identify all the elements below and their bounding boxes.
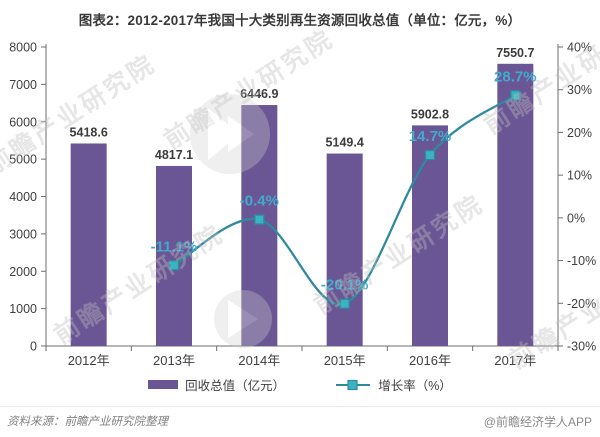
left-axis-tick-label: 6000: [9, 115, 37, 129]
growth-value-label: -20.1%: [321, 277, 369, 294]
growth-marker-2016年: [424, 149, 436, 161]
right-axis-tick-label: 20%: [567, 126, 592, 140]
right-axis-tick-label: 40%: [567, 41, 592, 55]
bar-value-label: 5418.6: [70, 125, 108, 139]
bar-value-label: 5149.4: [326, 136, 364, 150]
app-credit: @前瞻经济学人APP: [483, 415, 592, 429]
category-label: 2014年: [238, 353, 280, 368]
left-axis-tick-label: 8000: [9, 41, 37, 55]
data-source: 资料来源：前瞻产业研究院整理: [7, 416, 168, 428]
bar-2015年: [326, 153, 363, 346]
chart-title: 图表2：2012-2017年我国十大类别再生资源回收总值（单位：亿元，%）: [78, 13, 522, 28]
right-axis-tick-label: -30%: [567, 340, 596, 354]
growth-value-label: -11.1%: [151, 238, 198, 255]
left-axis-tick-label: 1000: [9, 302, 37, 316]
bar-2017年: [497, 63, 534, 346]
legend-bar-label: 回收总值（亿元）: [185, 379, 286, 393]
category-label: 2015年: [324, 353, 366, 368]
footer-divider: [0, 406, 600, 407]
left-axis-tick-label: 0: [30, 340, 37, 354]
growth-value-label: -0.4%: [240, 193, 279, 210]
category-label: 2012年: [68, 353, 110, 368]
growth-marker-2014年: [254, 214, 265, 225]
left-axis-tick-label: 3000: [9, 227, 37, 241]
right-axis-tick-label: 30%: [567, 83, 592, 97]
legend-line-label: 增长率（%）: [378, 379, 452, 393]
bar-2016年: [412, 125, 448, 347]
legend-item-line: 增长率（%）: [335, 375, 452, 394]
bar-value-label: 6446.9: [240, 87, 278, 101]
category-label: 2017年: [494, 353, 536, 368]
right-axis-tick-label: -10%: [567, 254, 596, 268]
category-label: 2013年: [153, 353, 195, 368]
bar-2014年: [241, 105, 278, 346]
bar-2012年: [70, 143, 107, 346]
growth-value-label: 14.7%: [409, 128, 452, 145]
bar-series-swatch: [148, 380, 179, 389]
growth-marker-2013年: [168, 260, 180, 271]
left-axis-tick-label: 4000: [9, 190, 37, 204]
right-axis-tick-label: 10%: [567, 169, 592, 183]
left-axis-tick-label: 7000: [9, 78, 37, 92]
right-axis-tick-label: 0%: [567, 211, 585, 225]
bar-value-label: 5902.8: [411, 107, 449, 121]
left-axis-tick-label: 5000: [9, 153, 37, 167]
line-series-swatch: [336, 379, 371, 390]
left-axis-tick-label: 2000: [9, 265, 37, 279]
category-label: 2016年: [409, 353, 451, 368]
growth-marker-2015年: [339, 298, 350, 309]
legend: 回收总值（亿元） 增长率（%）: [0, 375, 600, 394]
growth-value-label: 28.7%: [494, 68, 537, 85]
bar-value-label: 7550.7: [496, 46, 534, 60]
bar-value-label: 4817.1: [155, 148, 193, 162]
growth-marker-2017年: [510, 90, 521, 101]
right-axis-tick-label: -20%: [567, 297, 596, 311]
legend-item-bars: 回收总值（亿元）: [148, 375, 285, 394]
